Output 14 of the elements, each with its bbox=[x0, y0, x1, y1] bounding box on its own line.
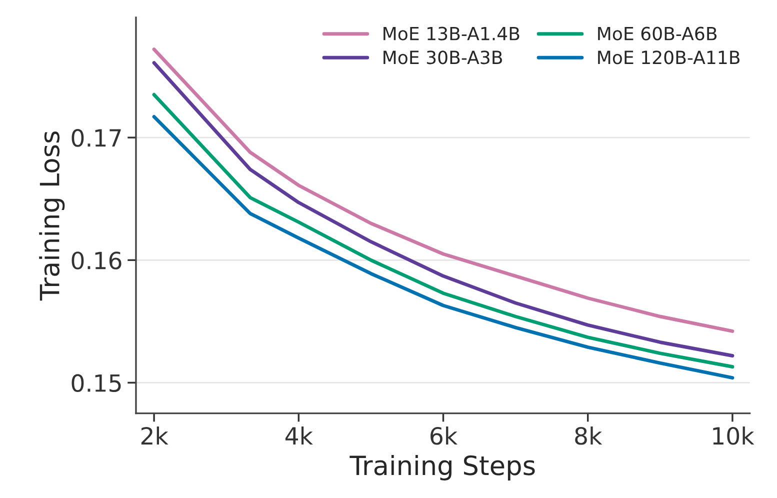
legend-label: MoE 30B-A3B bbox=[384, 50, 502, 64]
x-tick-label: 10k bbox=[713, 426, 754, 445]
y-axis-title: Training Loss bbox=[39, 131, 65, 301]
legend-label: MoE 60B-A6B bbox=[598, 26, 717, 40]
x-axis-title: Training Steps bbox=[350, 454, 535, 480]
legend-label: MoE 13B-A1.4B bbox=[384, 26, 520, 40]
y-tick-label: 0.17 bbox=[72, 129, 121, 147]
legend-label: MoE 120B-A11B bbox=[598, 50, 740, 64]
y-tick-label: 0.16 bbox=[72, 252, 122, 270]
x-tick-label: 6k bbox=[430, 426, 458, 445]
x-tick-label: 4k bbox=[285, 426, 313, 444]
y-tick-label: 0.15 bbox=[72, 374, 121, 392]
x-tick-label: 8k bbox=[575, 426, 602, 445]
x-tick-label: 2k bbox=[141, 426, 168, 444]
